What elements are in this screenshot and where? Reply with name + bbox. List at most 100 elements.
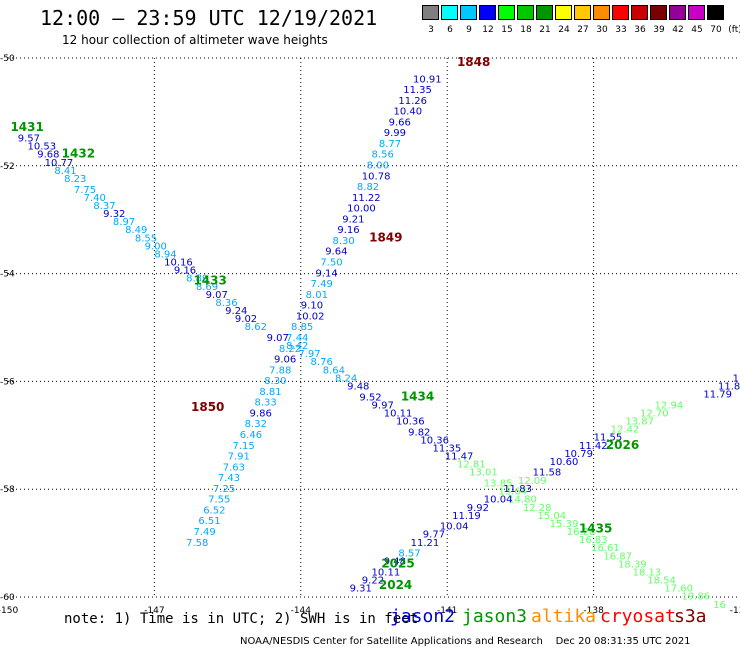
wave-height-label: 8.64 xyxy=(323,365,345,376)
wave-height-label: 17.60 xyxy=(664,584,693,595)
wave-height-label: 10.36 xyxy=(420,435,449,446)
legend-swatch xyxy=(517,5,534,20)
wave-height-label: 11.83 xyxy=(503,484,532,495)
wave-height-label: 12.94 xyxy=(655,400,684,411)
wave-height-label: 8.42 xyxy=(286,341,308,352)
wave-height-label: 15.04 xyxy=(537,511,566,522)
wave-height-label: 11.35 xyxy=(433,443,462,454)
wave-height-label: 7.75 xyxy=(74,185,96,196)
wave-height-label: 12.28 xyxy=(523,503,552,514)
wave-height-label: 11.85 xyxy=(718,381,740,392)
wave-height-label: 8.37 xyxy=(93,201,115,212)
pass-time-label: 1431 xyxy=(10,120,43,134)
legend-swatch xyxy=(479,5,496,20)
wave-height-label: 7.15 xyxy=(232,441,254,452)
y-tick-label: -56 xyxy=(0,377,15,387)
wave-height-label: 7.91 xyxy=(228,452,250,463)
legend-swatch xyxy=(631,5,648,20)
wave-height-label: 10.36 xyxy=(396,417,425,428)
pass-time-label: 1849 xyxy=(369,230,402,244)
legend-swatch xyxy=(536,5,553,20)
wave-height-label: 12.70 xyxy=(640,408,669,419)
page-subtitle: 12 hour collection of altimeter wave hei… xyxy=(62,33,328,47)
wave-height-label: 14.80 xyxy=(508,495,537,506)
wave-height-label: 6.52 xyxy=(203,505,225,516)
wave-height-label: 7.97 xyxy=(298,349,320,360)
legend-swatch xyxy=(498,5,515,20)
pass-time-label: 1432 xyxy=(62,147,95,161)
wave-height-label: 10.16 xyxy=(164,258,193,269)
wave-height-label: 8.23 xyxy=(64,174,86,185)
wave-height-label: 8.36 xyxy=(215,298,237,309)
wave-height-label: 12.09 xyxy=(518,476,547,487)
grid-lines xyxy=(8,57,740,598)
x-tick-label: -138 xyxy=(583,606,604,616)
wave-height-label: 9.07 xyxy=(206,290,228,301)
legend-label: 27 xyxy=(577,25,589,35)
wave-height-label: 11.26 xyxy=(398,96,427,107)
satellite-label: altika xyxy=(531,606,597,627)
legend-label: 36 xyxy=(634,25,646,35)
wave-height-label: 9.07 xyxy=(267,333,289,344)
legend-label: 12 xyxy=(482,25,494,35)
x-tick-label: -147 xyxy=(144,606,164,616)
wave-height-label: 7.50 xyxy=(320,258,342,269)
wave-height-label: 7.43 xyxy=(218,473,240,484)
satellite-label: jason2 xyxy=(390,606,456,627)
wave-height-label: 9.57 xyxy=(18,134,40,145)
wave-height-label: 10.11 xyxy=(372,567,401,578)
legend-swatch xyxy=(460,5,477,20)
wave-height-label: 11.21 xyxy=(411,538,440,549)
credits-footer: NOAA/NESDIS Center for Satellite Applica… xyxy=(240,636,691,647)
legend-label: 39 xyxy=(653,25,665,35)
wave-height-label: 8.76 xyxy=(311,357,333,368)
wave-height-label: 7.40 xyxy=(84,193,106,204)
wave-height-label: 7.49 xyxy=(311,279,333,290)
wave-height-label: 16.87 xyxy=(603,551,632,562)
wave-height-label: 10.11 xyxy=(384,408,413,419)
wave-height-label: 11.42 xyxy=(579,441,608,452)
satellite-label: s3a xyxy=(674,606,707,627)
wave-height-label: 10.91 xyxy=(413,74,442,85)
wave-height-label: 9.14 xyxy=(315,268,337,279)
wave-height-label: 16.83 xyxy=(579,535,608,546)
wave-height-label: 8.85 xyxy=(291,322,313,333)
wave-height-label: 8.49 xyxy=(125,225,147,236)
units-note: note: 1) Time is in UTC; 2) SWH is in fe… xyxy=(64,611,419,627)
wave-height-label: 8.41 xyxy=(54,166,76,177)
wave-height-label: 18.54 xyxy=(647,576,676,587)
wave-height-label: 8.81 xyxy=(259,387,281,398)
legend-label: (ft) xyxy=(728,25,740,35)
wave-height-label: 8.77 xyxy=(379,139,401,150)
wave-height-label: 10.60 xyxy=(550,457,579,468)
legend-label: 45 xyxy=(691,25,703,35)
legend-label: 42 xyxy=(672,25,684,35)
y-tick-label: -54 xyxy=(0,270,15,280)
wave-height-label: 9.99 xyxy=(384,128,406,139)
y-tick-label: -52 xyxy=(0,162,15,172)
wave-height-label: 16 xyxy=(713,600,726,611)
wave-height-label: 13.85 xyxy=(484,479,513,490)
wave-height-label: 9.16 xyxy=(174,266,196,277)
wave-height-label: 10.02 xyxy=(296,311,325,322)
page-title: 12:00 – 23:59 UTC 12/19/2021 xyxy=(40,6,378,30)
legend-swatch xyxy=(650,5,667,20)
wave-height-label: 10.79 xyxy=(564,449,593,460)
wave-height-label: 7.44 xyxy=(286,333,308,344)
wave-height-label: 10.40 xyxy=(394,107,423,118)
wave-height-label: 8.89 xyxy=(186,274,208,285)
wave-height-label: 10.04 xyxy=(440,522,469,533)
legend-label: 33 xyxy=(615,25,627,35)
wave-height-label: 9.32 xyxy=(103,209,125,220)
wave-height-label: 8.62 xyxy=(245,322,267,333)
x-tick-label: -141 xyxy=(437,606,457,616)
legend-swatch xyxy=(612,5,629,20)
wave-height-label: 11.22 xyxy=(352,193,381,204)
wave-height-label: 13.87 xyxy=(625,417,654,428)
wave-height-label: 9.64 xyxy=(325,247,347,258)
wave-height-label: 10.53 xyxy=(28,142,57,153)
legend-swatch xyxy=(688,5,705,20)
wave-height-label: 10.77 xyxy=(45,158,74,169)
legend-swatch xyxy=(669,5,686,20)
legend-label: 15 xyxy=(501,25,513,35)
